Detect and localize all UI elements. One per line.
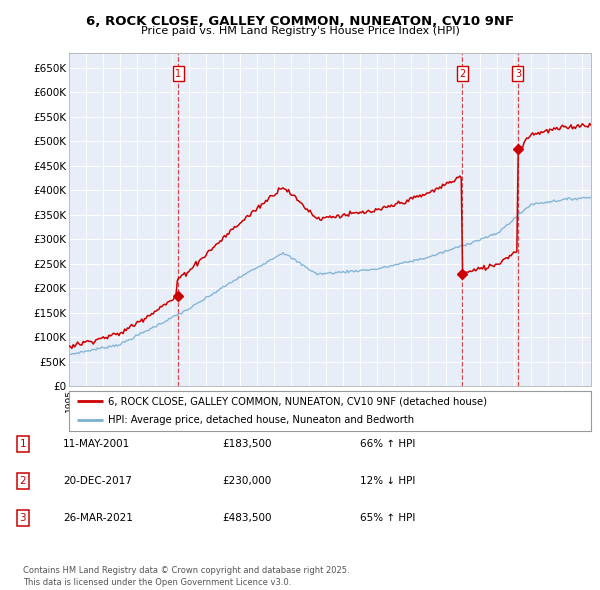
- Text: 20-DEC-2017: 20-DEC-2017: [63, 476, 132, 486]
- Text: 6, ROCK CLOSE, GALLEY COMMON, NUNEATON, CV10 9NF (detached house): 6, ROCK CLOSE, GALLEY COMMON, NUNEATON, …: [108, 396, 487, 407]
- Text: 3: 3: [19, 513, 26, 523]
- Text: £183,500: £183,500: [222, 439, 271, 448]
- Text: 3: 3: [515, 69, 521, 79]
- Text: Price paid vs. HM Land Registry's House Price Index (HPI): Price paid vs. HM Land Registry's House …: [140, 26, 460, 36]
- Text: 6, ROCK CLOSE, GALLEY COMMON, NUNEATON, CV10 9NF: 6, ROCK CLOSE, GALLEY COMMON, NUNEATON, …: [86, 15, 514, 28]
- Text: Contains HM Land Registry data © Crown copyright and database right 2025.
This d: Contains HM Land Registry data © Crown c…: [23, 566, 349, 587]
- Text: HPI: Average price, detached house, Nuneaton and Bedworth: HPI: Average price, detached house, Nune…: [108, 415, 414, 425]
- Text: 66% ↑ HPI: 66% ↑ HPI: [360, 439, 415, 448]
- Text: 2: 2: [19, 476, 26, 486]
- Text: 1: 1: [175, 69, 181, 79]
- Text: £483,500: £483,500: [222, 513, 271, 523]
- Text: 2: 2: [459, 69, 465, 79]
- Text: 11-MAY-2001: 11-MAY-2001: [63, 439, 130, 448]
- Text: 65% ↑ HPI: 65% ↑ HPI: [360, 513, 415, 523]
- Text: 12% ↓ HPI: 12% ↓ HPI: [360, 476, 415, 486]
- Text: 26-MAR-2021: 26-MAR-2021: [63, 513, 133, 523]
- Text: £230,000: £230,000: [222, 476, 271, 486]
- Text: 1: 1: [19, 439, 26, 448]
